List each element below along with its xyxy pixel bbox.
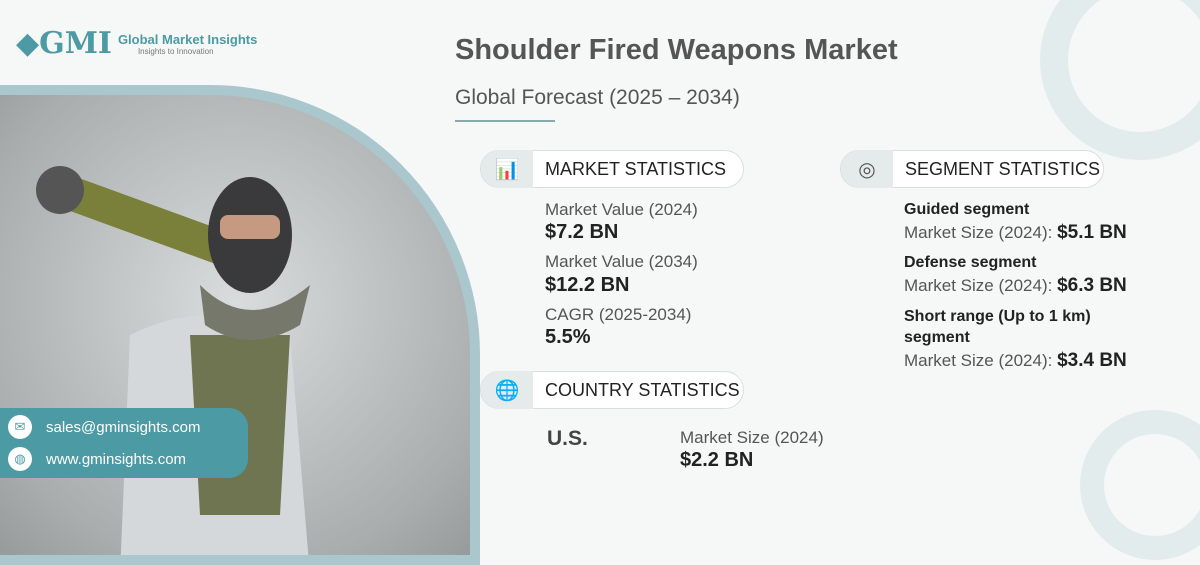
stat-value: $2.2 BN (680, 449, 754, 472)
divider (455, 120, 555, 122)
target-chart-icon: ◎ (841, 150, 893, 188)
stat-label: Market Size (2024): (904, 222, 1053, 242)
section-heading: SEGMENT STATISTICS (905, 158, 1101, 179)
email-contact[interactable]: ✉ sales@gminsights.com (0, 408, 248, 446)
segment-name: Defense segment (904, 254, 1037, 272)
stat-label: Market Size (2024): (904, 350, 1053, 370)
stat-label: CAGR (2025-2034) (545, 304, 692, 324)
globe-icon: 🌐 (481, 371, 533, 409)
segment-value-row: Market Size (2024): $5.1 BN (904, 221, 1174, 246)
globe-icon: ◍ (8, 447, 32, 471)
stat-value: $6.3 BN (1057, 275, 1127, 297)
stat-value: $5.1 BN (1057, 221, 1127, 243)
stat-label: Market Size (2024) (680, 428, 824, 447)
brand-tagline: Insights to Innovation (137, 46, 214, 56)
segment-statistics-header: ◎ SEGMENT STATISTICS (840, 150, 1104, 188)
section-heading: COUNTRY STATISTICS (545, 379, 740, 400)
section-heading: MARKET STATISTICS (545, 158, 727, 179)
website-link[interactable]: www.gminsights.com (46, 450, 187, 468)
segment-value-row: Market Size (2024): $3.4 BN (904, 349, 1174, 374)
page-title: Shoulder Fired Weapons Market (455, 34, 898, 66)
stat-value: $3.4 BN (1057, 349, 1127, 371)
decorative-ring (1080, 410, 1200, 560)
country-name: U.S. (547, 427, 588, 450)
envelope-icon: ✉ (8, 415, 32, 439)
stat-value: 5.5% (545, 326, 591, 349)
decorative-ring (1040, 0, 1200, 160)
website-contact[interactable]: ◍ www.gminsights.com (0, 440, 248, 478)
brand-logo: ◆GMI Global Market Insights Insights to … (16, 26, 258, 61)
stat-label: Market Value (2034) (545, 252, 698, 272)
stat-value: $12.2 BN (545, 273, 630, 296)
segment-name: Short range (Up to 1 km) segment (904, 307, 1091, 346)
segment-value-row: Market Size (2024): $6.3 BN (904, 274, 1174, 299)
segment-statistics-list: Guided segment Market Size (2024): $5.1 … (904, 200, 1174, 373)
page-subtitle: Global Forecast (2025 – 2034) (455, 86, 740, 109)
email-link[interactable]: sales@gminsights.com (46, 418, 201, 436)
brand-name: Global Market Insights (117, 31, 258, 47)
chart-globe-icon: 📊 (481, 150, 533, 188)
segment-name: Guided segment (904, 201, 1030, 218)
country-statistics-header: 🌐 COUNTRY STATISTICS (480, 371, 744, 409)
country-stat: Market Size (2024) $2.2 BN (680, 428, 824, 472)
soldier-photo (0, 85, 480, 565)
stat-label: Market Size (2024): (904, 276, 1053, 296)
market-statistics-list: Market Value (2024) $7.2 BN Market Value… (545, 200, 698, 349)
market-statistics-header: 📊 MARKET STATISTICS (480, 150, 744, 188)
stat-value: $7.2 BN (545, 221, 619, 244)
stat-label: Market Value (2024) (545, 200, 698, 219)
